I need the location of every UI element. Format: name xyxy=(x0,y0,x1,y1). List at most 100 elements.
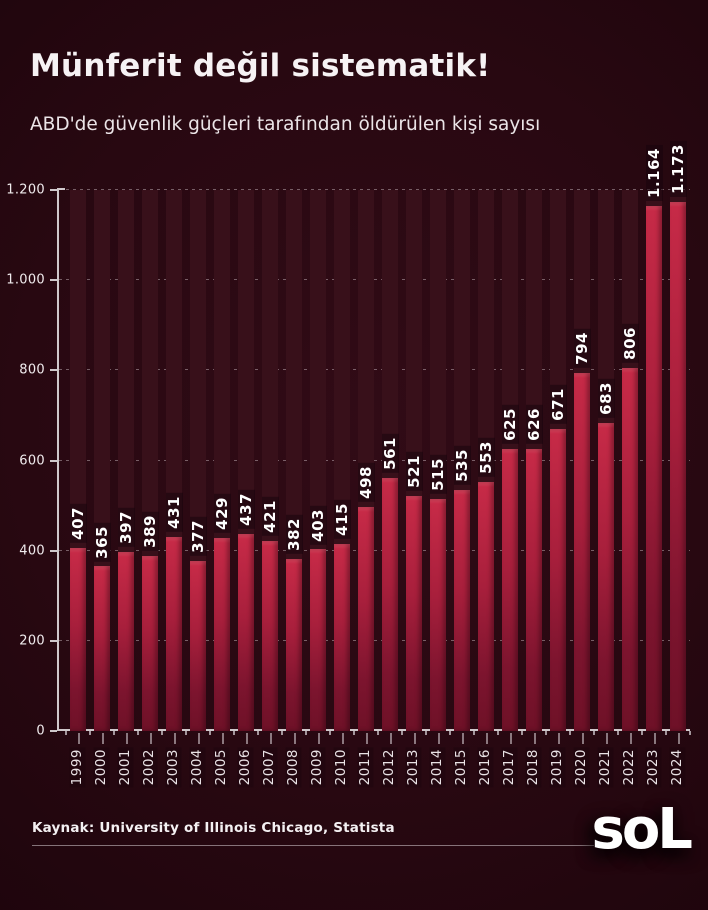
bar-slot: 806 2022 xyxy=(617,190,642,788)
x-tick-label: 2000 xyxy=(93,747,110,788)
x-label-wrap: 2005 xyxy=(210,747,234,788)
bar xyxy=(405,496,423,731)
bar xyxy=(117,552,135,731)
bar-value-label: 421 xyxy=(261,497,279,537)
x-label-wrap: 2019 xyxy=(546,747,570,788)
x-label-wrap: 2006 xyxy=(234,747,258,788)
source-note: Kaynak: University of Illinois Chicago, … xyxy=(32,820,395,836)
bar-value-label: 397 xyxy=(117,508,135,548)
bar xyxy=(381,478,399,731)
y-axis-tick xyxy=(50,639,57,642)
bar-slot: 671 2019 xyxy=(545,190,570,788)
x-label-wrap: 2011 xyxy=(354,747,378,788)
x-tick-label: 2004 xyxy=(189,747,206,788)
bar-value-label: 521 xyxy=(405,452,423,492)
y-axis-tick xyxy=(50,549,57,552)
bar-slot: 365 2000 xyxy=(89,190,114,788)
bar-value-wrap: 403 xyxy=(306,505,330,545)
bar xyxy=(261,541,279,731)
bar xyxy=(333,543,351,731)
bar xyxy=(453,489,471,731)
bar xyxy=(285,558,303,731)
bar-value-wrap: 515 xyxy=(426,455,450,494)
x-tick-label: 2010 xyxy=(333,747,350,788)
bar-slot: 429 2005 xyxy=(209,190,234,788)
bar-slot: 415 2010 xyxy=(329,190,354,788)
bar xyxy=(309,549,327,731)
bar xyxy=(93,566,111,731)
bar-slot: 626 2018 xyxy=(521,190,546,788)
x-tick-label: 2023 xyxy=(645,747,662,788)
x-tick-dash xyxy=(582,733,584,744)
x-tick-label: 2019 xyxy=(549,747,566,788)
x-tick-label: 2024 xyxy=(669,747,686,788)
bar-chart: 0 200 400 600 800 1.000 1.200 407 1999 365 2000 397… xyxy=(6,141,691,788)
bar-slot: 407 1999 xyxy=(65,190,90,788)
x-label-wrap: 2017 xyxy=(498,747,522,788)
bar-value-label: 431 xyxy=(165,492,183,532)
y-tick-label: 1.000 xyxy=(6,272,45,288)
bar-slot: 561 2012 xyxy=(377,190,402,788)
bar xyxy=(501,449,519,731)
bar-value-wrap: 382 xyxy=(282,514,306,554)
y-tick-label: 800 xyxy=(19,362,45,378)
x-label-wrap: 2015 xyxy=(450,747,474,788)
bar-value-label: 498 xyxy=(357,462,375,502)
x-tick-label: 2012 xyxy=(381,747,398,788)
grid-line xyxy=(59,369,690,371)
bar-value-label: 377 xyxy=(189,517,207,557)
bar-value-label: 515 xyxy=(429,455,447,494)
x-label-wrap: 1999 xyxy=(66,747,90,788)
bar-value-label: 1.164 xyxy=(645,145,663,202)
x-label-wrap: 2018 xyxy=(522,747,546,788)
bar-slot: 515 2014 xyxy=(425,190,450,788)
bar-slot: 382 2008 xyxy=(281,190,306,788)
x-tick-dash xyxy=(102,733,104,744)
bar-value-wrap: 431 xyxy=(162,492,186,532)
bar-value-wrap: 671 xyxy=(546,384,570,424)
page-title: Münferit değil sistematik! xyxy=(30,48,491,84)
x-tick-dash xyxy=(294,733,296,744)
x-tick-label: 2006 xyxy=(237,747,254,788)
x-tick-dash xyxy=(270,733,272,744)
bar xyxy=(357,506,375,731)
bar-slot: 389 2002 xyxy=(137,190,162,788)
bar-value-label: 389 xyxy=(141,511,159,551)
bar-slot: 535 2015 xyxy=(449,190,474,788)
bar-value-label: 415 xyxy=(333,500,351,539)
x-label-wrap: 2004 xyxy=(186,747,210,788)
x-tick-dash xyxy=(486,733,488,744)
x-tick-dash xyxy=(78,733,80,744)
footer-divider xyxy=(32,845,594,846)
y-axis-tick xyxy=(50,189,57,191)
bar-slot: 431 2003 xyxy=(161,190,186,788)
x-label-wrap: 2001 xyxy=(114,747,138,788)
x-tick-dash xyxy=(654,733,656,744)
grid-line xyxy=(59,189,690,190)
bar-value-wrap: 365 xyxy=(90,522,114,562)
y-axis-tick xyxy=(50,730,57,732)
x-tick-label: 2011 xyxy=(357,747,374,788)
bar xyxy=(69,547,87,731)
bar-value-wrap: 553 xyxy=(474,437,498,477)
x-label-wrap: 2022 xyxy=(618,747,642,788)
x-tick-label: 2008 xyxy=(285,747,302,788)
x-tick-label: 2002 xyxy=(141,747,158,788)
x-tick-dash xyxy=(318,733,320,744)
bar-value-wrap: 521 xyxy=(402,452,426,492)
bar-slot: 625 2017 xyxy=(497,190,522,788)
x-tick-label: 2013 xyxy=(405,747,422,788)
x-label-wrap: 2009 xyxy=(306,747,330,788)
bar-value-label: 407 xyxy=(69,503,87,543)
x-label-wrap: 2021 xyxy=(594,747,618,788)
bar xyxy=(525,448,543,731)
bar xyxy=(141,555,159,731)
bar-value-label: 553 xyxy=(477,437,495,477)
x-tick-dash xyxy=(462,733,464,744)
x-tick-label: 2021 xyxy=(597,747,614,788)
y-tick-label: 600 xyxy=(19,453,45,468)
x-tick-dash xyxy=(390,733,392,744)
x-tick-dash xyxy=(606,733,608,744)
x-label-wrap: 2024 xyxy=(666,747,690,788)
x-tick-dash xyxy=(558,733,560,744)
